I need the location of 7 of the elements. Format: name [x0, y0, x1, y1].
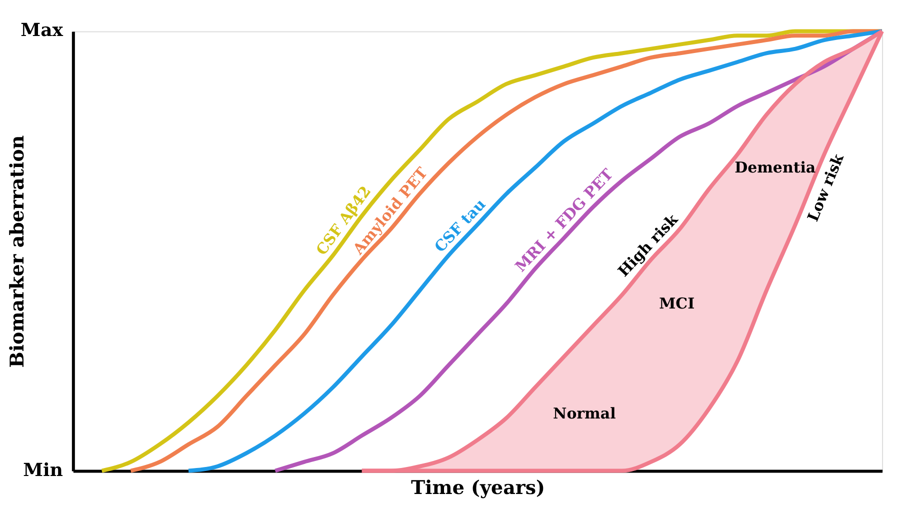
y-axis-title: Biomarker aberration	[6, 135, 28, 368]
text: Min	[23, 460, 63, 481]
annotation: Normal	[553, 404, 616, 423]
annotation: MCI	[659, 294, 695, 313]
x-axis-title: Time (years)	[410, 477, 546, 500]
text: Max	[20, 20, 64, 42]
annotation: Dementia	[734, 158, 816, 176]
